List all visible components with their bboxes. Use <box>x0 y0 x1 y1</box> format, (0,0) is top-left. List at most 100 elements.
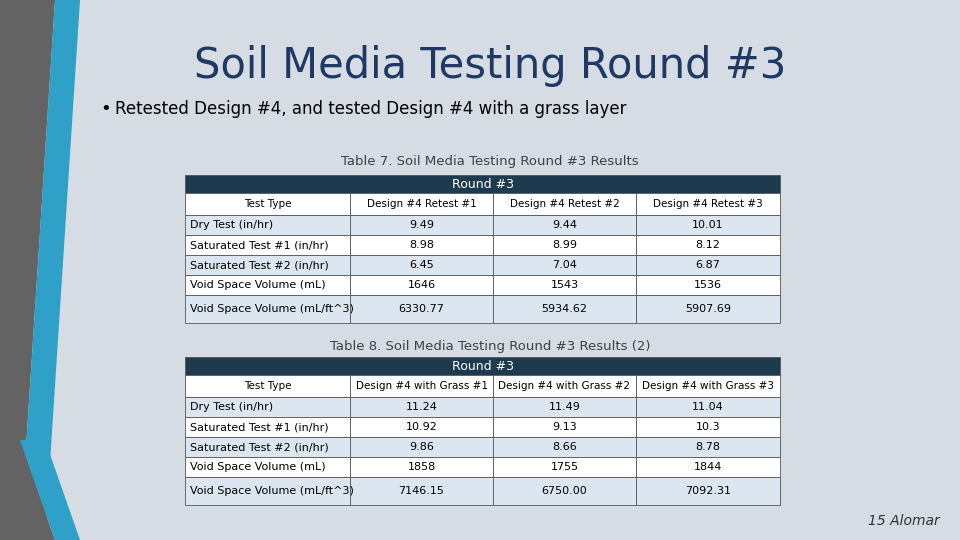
Bar <box>350 215 493 235</box>
Text: 10.92: 10.92 <box>405 422 438 432</box>
Bar <box>185 457 350 477</box>
Text: Table 7. Soil Media Testing Round #3 Results: Table 7. Soil Media Testing Round #3 Res… <box>341 155 638 168</box>
Text: 1543: 1543 <box>550 280 579 290</box>
Text: 11.04: 11.04 <box>692 402 724 412</box>
Text: Design #4 Retest #1: Design #4 Retest #1 <box>367 199 476 209</box>
Text: 6.87: 6.87 <box>696 260 720 270</box>
Bar <box>350 397 493 417</box>
Text: Void Space Volume (mL/ft^3): Void Space Volume (mL/ft^3) <box>190 486 354 496</box>
Bar <box>185 215 350 235</box>
Text: 6330.77: 6330.77 <box>398 304 444 314</box>
Bar <box>493 235 636 255</box>
Bar <box>185 275 350 295</box>
Text: Round #3: Round #3 <box>451 178 514 191</box>
Bar <box>350 457 493 477</box>
Text: 1646: 1646 <box>407 280 436 290</box>
Bar <box>636 295 780 323</box>
Text: Void Space Volume (mL): Void Space Volume (mL) <box>190 462 325 472</box>
Bar <box>350 295 493 323</box>
Bar <box>636 255 780 275</box>
Bar <box>636 193 780 215</box>
Text: 9.49: 9.49 <box>409 220 434 230</box>
Bar <box>493 295 636 323</box>
Bar <box>185 477 350 505</box>
Text: 11.49: 11.49 <box>548 402 581 412</box>
Bar <box>185 397 350 417</box>
Text: 9.86: 9.86 <box>409 442 434 452</box>
Bar <box>350 255 493 275</box>
Bar <box>636 477 780 505</box>
Bar <box>493 193 636 215</box>
Bar <box>350 375 493 397</box>
Text: 7092.31: 7092.31 <box>685 486 731 496</box>
Text: 8.99: 8.99 <box>552 240 577 250</box>
Bar <box>493 397 636 417</box>
Text: Void Space Volume (mL/ft^3): Void Space Volume (mL/ft^3) <box>190 304 354 314</box>
Bar <box>350 477 493 505</box>
Polygon shape <box>0 0 55 540</box>
Text: 8.98: 8.98 <box>409 240 434 250</box>
Text: Dry Test (in/hr): Dry Test (in/hr) <box>190 402 274 412</box>
Text: Design #4 Retest #2: Design #4 Retest #2 <box>510 199 619 209</box>
Bar <box>185 295 350 323</box>
Bar <box>185 255 350 275</box>
Bar <box>350 193 493 215</box>
Polygon shape <box>20 440 80 540</box>
Bar <box>636 417 780 437</box>
Text: Saturated Test #1 (in/hr): Saturated Test #1 (in/hr) <box>190 422 328 432</box>
Text: •: • <box>100 100 110 118</box>
Bar <box>493 477 636 505</box>
Text: Round #3: Round #3 <box>451 360 514 373</box>
Text: 7.04: 7.04 <box>552 260 577 270</box>
Bar <box>350 275 493 295</box>
Text: Design #4 with Grass #3: Design #4 with Grass #3 <box>642 381 774 391</box>
Polygon shape <box>20 0 80 540</box>
Bar <box>185 193 350 215</box>
Text: 15 Alomar: 15 Alomar <box>868 514 940 528</box>
Text: Soil Media Testing Round #3: Soil Media Testing Round #3 <box>194 45 786 87</box>
Bar <box>350 235 493 255</box>
Bar <box>493 255 636 275</box>
Bar <box>493 457 636 477</box>
Text: 1536: 1536 <box>694 280 722 290</box>
Text: 6750.00: 6750.00 <box>541 486 588 496</box>
Bar <box>493 437 636 457</box>
Text: 10.3: 10.3 <box>696 422 720 432</box>
Text: Void Space Volume (mL): Void Space Volume (mL) <box>190 280 325 290</box>
Bar <box>493 417 636 437</box>
Bar <box>636 437 780 457</box>
Text: 9.44: 9.44 <box>552 220 577 230</box>
Text: Test Type: Test Type <box>244 199 291 209</box>
Text: Design #4 Retest #3: Design #4 Retest #3 <box>653 199 763 209</box>
Text: Saturated Test #2 (in/hr): Saturated Test #2 (in/hr) <box>190 260 328 270</box>
Bar <box>185 357 780 375</box>
Text: Design #4 with Grass #2: Design #4 with Grass #2 <box>498 381 631 391</box>
Bar <box>636 457 780 477</box>
Polygon shape <box>0 440 55 540</box>
Text: 10.01: 10.01 <box>692 220 724 230</box>
Text: Design #4 with Grass #1: Design #4 with Grass #1 <box>355 381 488 391</box>
Text: 8.66: 8.66 <box>552 442 577 452</box>
Text: 9.13: 9.13 <box>552 422 577 432</box>
Text: Retested Design #4, and tested Design #4 with a grass layer: Retested Design #4, and tested Design #4… <box>115 100 627 118</box>
Text: 5934.62: 5934.62 <box>541 304 588 314</box>
Text: Dry Test (in/hr): Dry Test (in/hr) <box>190 220 274 230</box>
Bar <box>185 417 350 437</box>
Bar <box>636 397 780 417</box>
Text: 8.12: 8.12 <box>696 240 720 250</box>
Bar <box>636 235 780 255</box>
Text: 7146.15: 7146.15 <box>398 486 444 496</box>
Bar <box>493 375 636 397</box>
Text: 5907.69: 5907.69 <box>685 304 731 314</box>
Bar <box>636 215 780 235</box>
Text: 8.78: 8.78 <box>695 442 721 452</box>
Bar <box>493 215 636 235</box>
Bar <box>636 275 780 295</box>
Bar <box>493 275 636 295</box>
Text: 1755: 1755 <box>550 462 579 472</box>
Text: 11.24: 11.24 <box>405 402 438 412</box>
Text: 1858: 1858 <box>407 462 436 472</box>
Bar <box>350 437 493 457</box>
Text: Table 8. Soil Media Testing Round #3 Results (2): Table 8. Soil Media Testing Round #3 Res… <box>329 340 650 353</box>
Text: Test Type: Test Type <box>244 381 291 391</box>
